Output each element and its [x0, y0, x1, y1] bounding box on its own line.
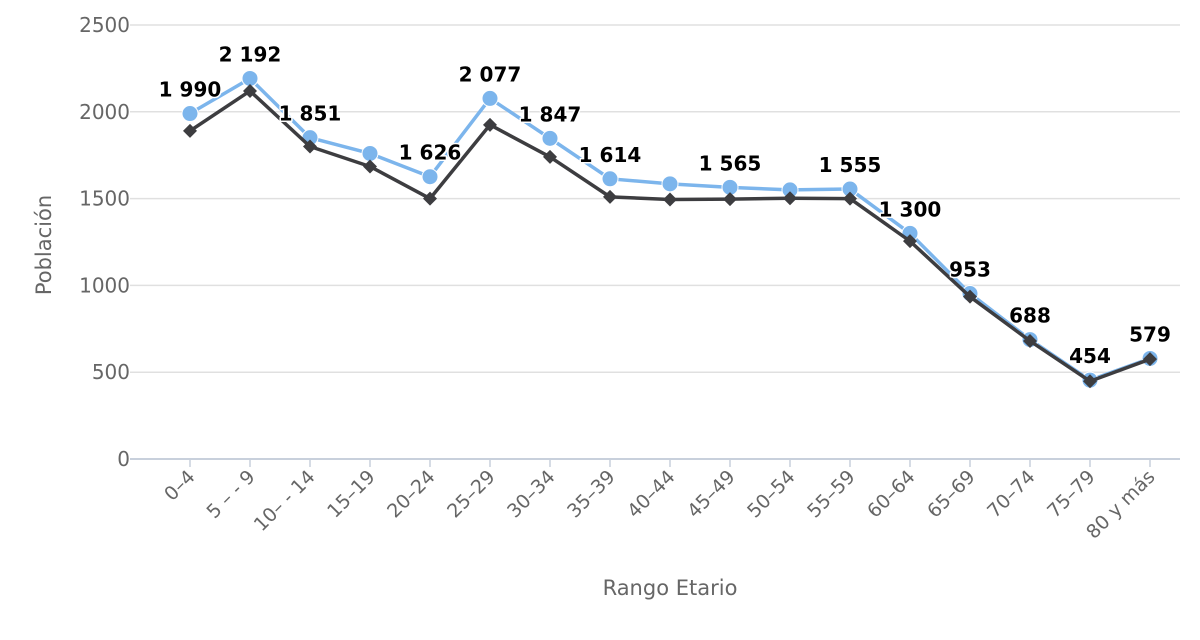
y-tick-label: 500	[92, 360, 130, 384]
data-point	[601, 170, 619, 188]
x-tick-label: 60–64	[863, 466, 919, 522]
data-point	[603, 189, 617, 204]
data-point	[1083, 374, 1097, 389]
data-point	[361, 144, 379, 162]
data-labels: 1 990 2 192 1 851 1 626 2 077 1 847 1 614 1 565…	[157, 41, 1172, 370]
x-tick-label: 65–69	[923, 466, 979, 522]
data-point	[183, 123, 197, 138]
data-label: 579	[1129, 322, 1171, 346]
x-tick-label: 0–4	[160, 466, 199, 505]
x-axis-title: Rango Etario	[603, 576, 738, 600]
x-tick-label: 55–59	[803, 466, 859, 522]
data-point	[843, 191, 857, 206]
y-tick-label: 2000	[79, 100, 130, 124]
series	[181, 69, 1159, 389]
x-tick-label: 75–79	[1043, 466, 1099, 522]
x-tick-label: 70–74	[983, 466, 1039, 522]
data-label: 953	[949, 258, 991, 282]
data-point	[783, 191, 797, 206]
x-tick-label: 25–29	[443, 466, 499, 522]
data-point	[723, 192, 737, 207]
x-tick-label: 20–24	[383, 466, 439, 522]
x-tick-label: 10– - 14	[250, 466, 320, 536]
x-tick-label: 35–39	[563, 466, 619, 522]
data-label: 1 565	[699, 151, 762, 175]
data-point	[483, 117, 497, 132]
data-point	[541, 129, 559, 147]
y-tick-label: 0	[117, 447, 130, 471]
data-label: 2 077	[459, 62, 522, 86]
x-tick-label: 40–44	[623, 466, 679, 522]
series-2	[183, 83, 1157, 389]
data-point	[1143, 352, 1157, 367]
y-tick-label: 2500	[79, 13, 130, 37]
y-axis-title: Población	[32, 195, 56, 295]
data-point	[963, 289, 977, 304]
x-axis-ticks: 0–4 5 – - 910– - 14 15–19 20–24 25–29 30–34 35…	[160, 459, 1160, 543]
data-label: 1 614	[579, 143, 642, 167]
data-point	[423, 191, 437, 206]
series-line	[188, 89, 1152, 383]
data-label: 454	[1069, 344, 1111, 368]
y-tick-label: 1500	[79, 187, 130, 211]
data-label: 1 990	[159, 78, 222, 102]
data-label: 688	[1009, 304, 1051, 328]
data-label: 2 192	[219, 42, 282, 66]
data-point	[903, 234, 917, 249]
data-point	[663, 192, 677, 207]
data-point	[661, 175, 679, 193]
x-tick-label: 30–34	[503, 466, 559, 522]
y-tick-label: 1000	[79, 273, 130, 297]
x-tick-label: 50–54	[743, 466, 799, 522]
x-tick-label: 45–49	[683, 466, 739, 522]
y-axis-ticks: 0 500 1000 1500 2000 2500	[79, 13, 130, 471]
data-label: 1 555	[819, 153, 882, 177]
data-point	[1023, 333, 1037, 348]
data-label: 1 300	[879, 197, 942, 221]
data-label: 1 847	[519, 102, 582, 126]
data-point	[243, 83, 257, 98]
x-tick-label: 15–19	[323, 466, 379, 522]
data-point	[543, 149, 557, 164]
data-point	[481, 89, 499, 107]
data-point	[421, 168, 439, 186]
data-point	[303, 139, 317, 154]
data-point	[363, 159, 377, 174]
data-label: 1 626	[399, 141, 462, 165]
data-label: 1 851	[279, 102, 342, 126]
data-point	[181, 105, 199, 123]
x-tick-label: 5 – - 9	[203, 466, 260, 523]
grid	[130, 24, 1180, 460]
